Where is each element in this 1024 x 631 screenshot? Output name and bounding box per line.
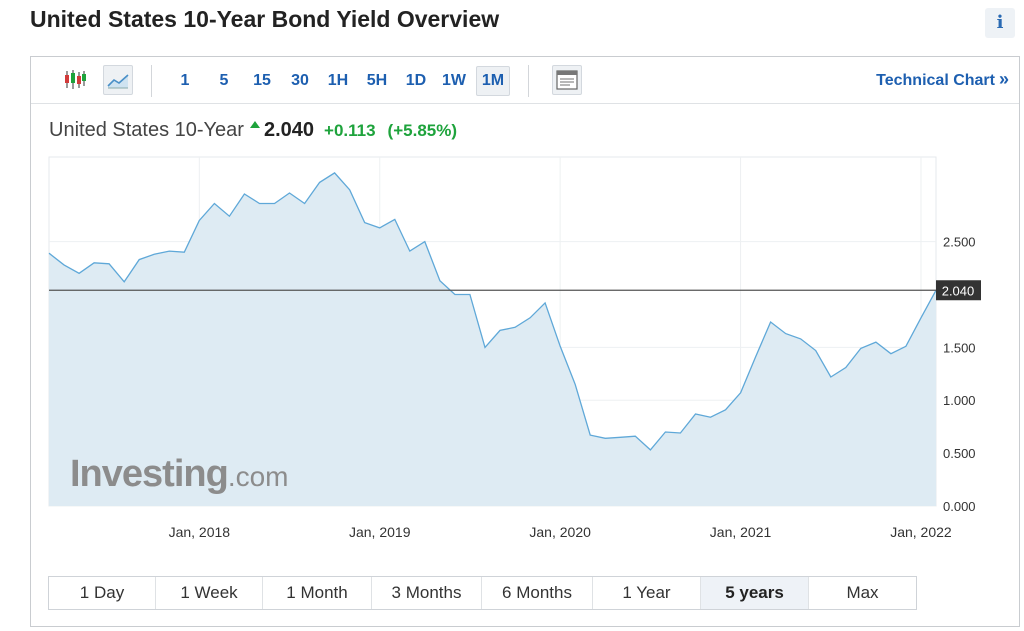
price-change-percent: (+5.85%) [387,121,457,140]
range-max[interactable]: Max [809,577,916,609]
current-value-label: 2.040 [942,283,975,298]
range-6-months[interactable]: 6 Months [482,577,593,609]
interval-1d[interactable]: 1D [405,72,427,89]
y-tick-label: 1.500 [943,340,976,355]
toolbar-separator [528,65,529,97]
y-tick-label: 2.500 [943,235,976,250]
interval-1[interactable]: 1 [180,72,190,89]
x-tick-label: Jan, 2020 [529,524,591,540]
last-price: 2.040 [263,119,315,141]
x-tick-label: Jan, 2018 [169,524,231,540]
toolbar-separator [151,65,152,97]
double-chevron-right-icon: » [998,69,1009,89]
range-1-month[interactable]: 1 Month [263,577,372,609]
interval-30[interactable]: 30 [291,72,309,89]
range-1-week[interactable]: 1 Week [156,577,263,609]
candlestick-icon[interactable] [61,66,89,94]
x-tick-label: Jan, 2021 [710,524,772,540]
area-chart-icon[interactable] [103,65,133,95]
investing-logo-suffix: .com [228,461,289,492]
interval-5[interactable]: 5 [219,72,229,89]
chart-panel: 1 5 15 30 1H 5H 1D 1W 1M Technical Chart… [30,56,1020,627]
yield-line [48,172,937,451]
interval-5h[interactable]: 5H [366,72,388,89]
page-title: United States 10-Year Bond Yield Overvie… [30,6,500,32]
chart-settings-icon[interactable] [552,65,582,95]
interval-15[interactable]: 15 [253,72,271,89]
price-change: +0.113 [324,121,376,140]
instrument-name: United States 10-Year [49,119,244,141]
interval-1w[interactable]: 1W [442,72,466,89]
x-tick-label: Jan, 2019 [349,524,411,540]
range-5-years[interactable]: 5 years [701,577,809,609]
y-tick-label: 0.000 [943,499,976,514]
quote-header: United States 10-Year 2.040 +0.113 (+5.85%) [49,119,469,145]
y-tick-label: 0.500 [943,446,976,461]
technical-chart-link[interactable]: Technical Chart» [876,69,1009,90]
info-icon[interactable]: i [985,8,1015,38]
up-arrow-icon [249,121,260,128]
current-value-label-bg [936,280,981,301]
technical-chart-label: Technical Chart [876,72,995,89]
yield-chart[interactable]: 2.040 0.000 0.500 1.000 1.500 2.500 Jan, 2018 J… [31,57,1019,567]
interval-1m[interactable]: 1M [476,66,510,96]
y-tick-label: 1.000 [943,393,976,408]
range-selector: 1 Day 1 Week 1 Month 3 Months 6 Months 1… [48,576,917,610]
range-1-year[interactable]: 1 Year [593,577,701,609]
range-3-months[interactable]: 3 Months [372,577,482,609]
x-tick-label: Jan, 2022 [890,524,952,540]
interval-1h[interactable]: 1H [327,72,349,89]
chart-toolbar: 1 5 15 30 1H 5H 1D 1W 1M Technical Chart… [31,57,1019,104]
range-1-day[interactable]: 1 Day [49,577,156,609]
